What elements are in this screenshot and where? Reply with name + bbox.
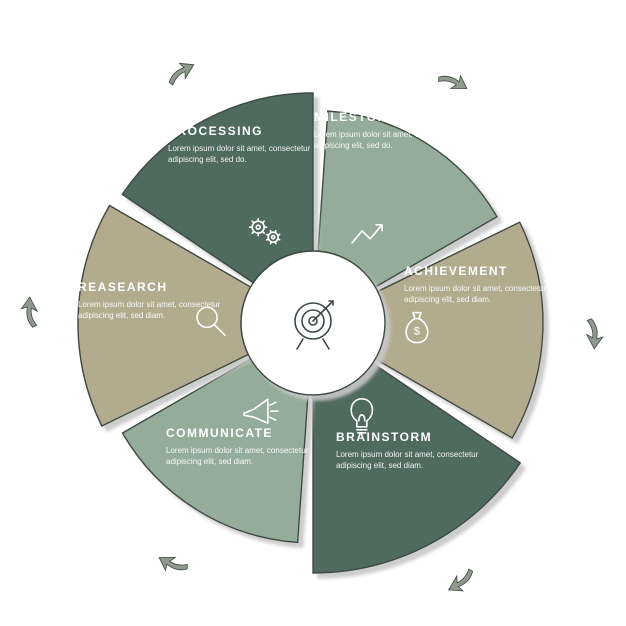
cycle-arrow bbox=[586, 319, 603, 350]
svg-text:$: $ bbox=[414, 326, 420, 338]
cycle-arrow bbox=[437, 67, 471, 96]
cycle-arrow bbox=[21, 297, 38, 328]
cycle-arrow bbox=[155, 551, 189, 580]
cycle-infographic: $ bbox=[0, 0, 626, 626]
center-circle bbox=[241, 251, 385, 395]
cycle-arrow bbox=[445, 568, 479, 597]
cycle-arrow bbox=[164, 58, 198, 86]
